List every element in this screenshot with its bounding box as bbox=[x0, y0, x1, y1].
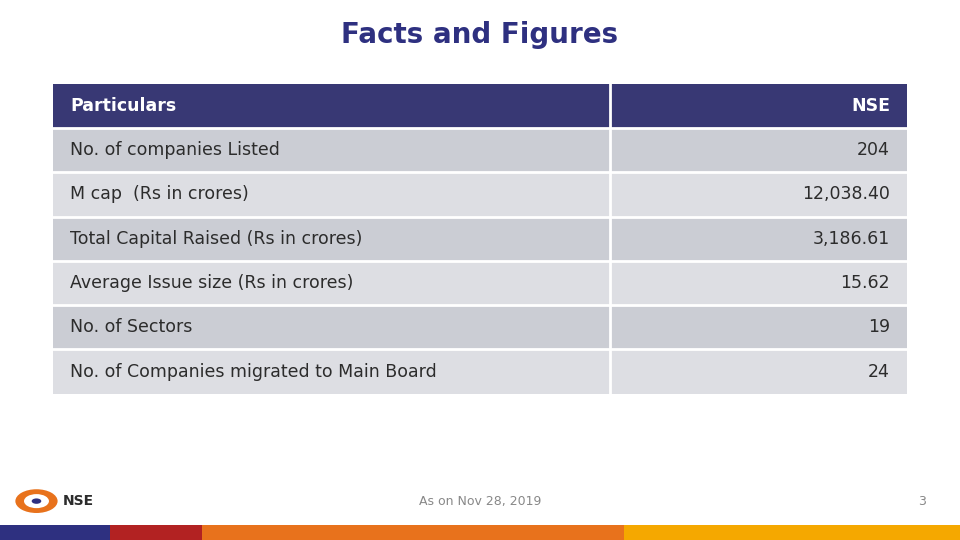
Text: NSE: NSE bbox=[851, 97, 890, 115]
Circle shape bbox=[15, 489, 58, 513]
FancyBboxPatch shape bbox=[610, 261, 907, 305]
Text: Particulars: Particulars bbox=[70, 97, 177, 115]
FancyBboxPatch shape bbox=[610, 172, 907, 217]
FancyBboxPatch shape bbox=[53, 172, 610, 217]
Text: 12,038.40: 12,038.40 bbox=[802, 185, 890, 204]
FancyBboxPatch shape bbox=[53, 128, 610, 172]
FancyBboxPatch shape bbox=[53, 305, 610, 349]
FancyBboxPatch shape bbox=[610, 305, 907, 349]
Text: Total Capital Raised (Rs in crores): Total Capital Raised (Rs in crores) bbox=[70, 230, 363, 248]
FancyBboxPatch shape bbox=[0, 525, 110, 540]
Text: No. of companies Listed: No. of companies Listed bbox=[70, 141, 280, 159]
Text: NSE: NSE bbox=[62, 494, 93, 508]
Text: 3: 3 bbox=[919, 495, 926, 508]
Text: M cap  (Rs in crores): M cap (Rs in crores) bbox=[70, 185, 249, 204]
Text: 3,186.61: 3,186.61 bbox=[813, 230, 890, 248]
FancyBboxPatch shape bbox=[610, 217, 907, 261]
FancyBboxPatch shape bbox=[110, 525, 202, 540]
FancyBboxPatch shape bbox=[53, 261, 610, 305]
FancyBboxPatch shape bbox=[53, 84, 610, 128]
Circle shape bbox=[32, 498, 41, 504]
Text: Facts and Figures: Facts and Figures bbox=[342, 21, 618, 49]
FancyBboxPatch shape bbox=[610, 84, 907, 128]
Text: 15.62: 15.62 bbox=[840, 274, 890, 292]
Text: Average Issue size (Rs in crores): Average Issue size (Rs in crores) bbox=[70, 274, 353, 292]
Text: 24: 24 bbox=[868, 362, 890, 381]
Text: 19: 19 bbox=[868, 318, 890, 336]
FancyBboxPatch shape bbox=[610, 128, 907, 172]
FancyBboxPatch shape bbox=[202, 525, 624, 540]
FancyBboxPatch shape bbox=[624, 525, 960, 540]
FancyBboxPatch shape bbox=[610, 349, 907, 394]
Text: As on Nov 28, 2019: As on Nov 28, 2019 bbox=[419, 495, 541, 508]
Text: No. of Companies migrated to Main Board: No. of Companies migrated to Main Board bbox=[70, 362, 437, 381]
FancyBboxPatch shape bbox=[53, 217, 610, 261]
FancyBboxPatch shape bbox=[53, 349, 610, 394]
Text: No. of Sectors: No. of Sectors bbox=[70, 318, 192, 336]
Circle shape bbox=[24, 494, 49, 508]
Text: 204: 204 bbox=[857, 141, 890, 159]
